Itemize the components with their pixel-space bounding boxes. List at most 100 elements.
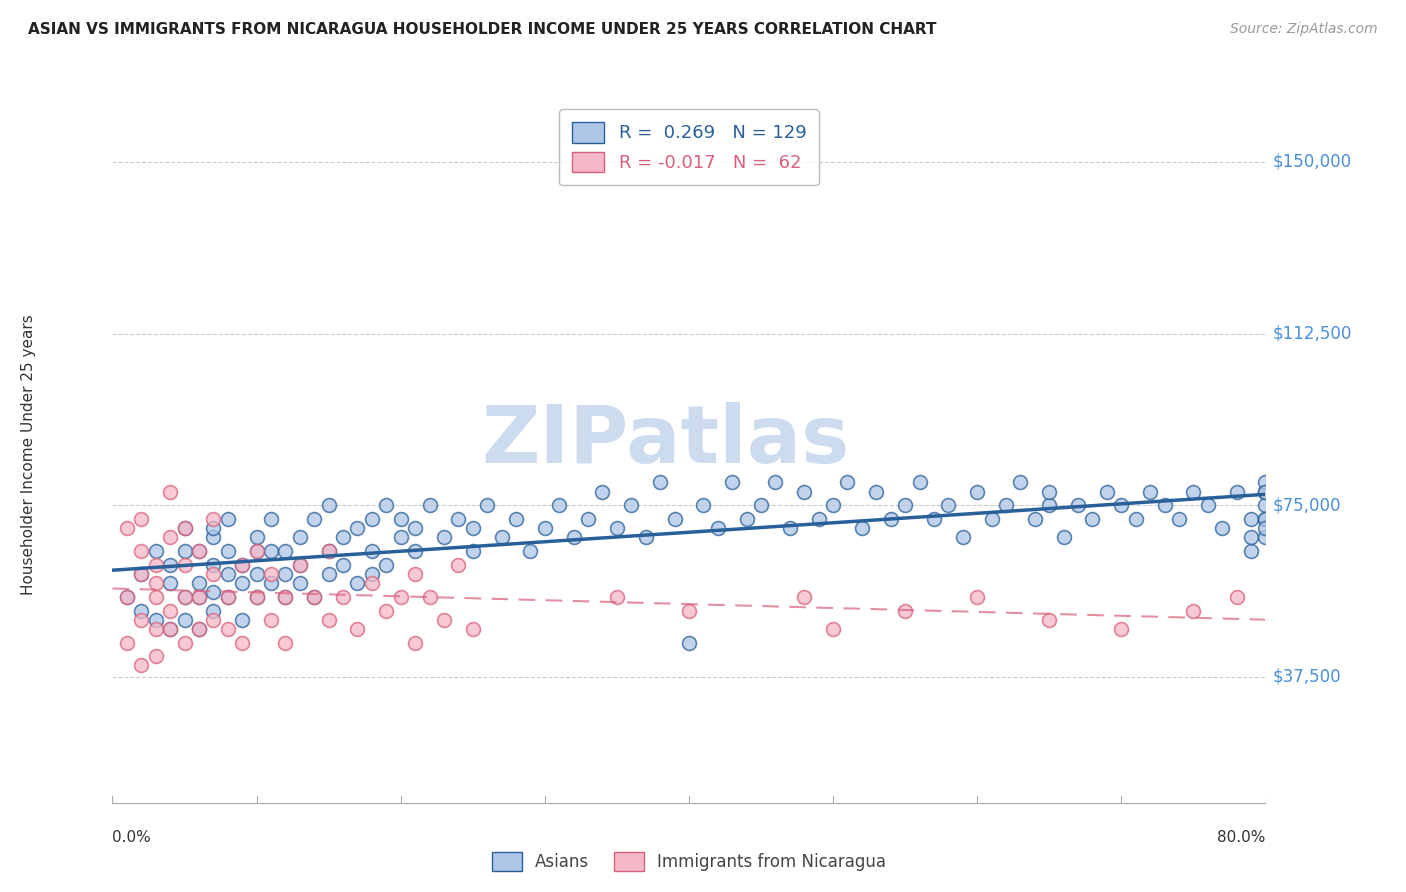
Point (129, 658, 153, 673)
Point (1167, 512, 1189, 526)
Point (274, 566, 297, 581)
Point (188, 622, 211, 636)
Point (346, 521, 368, 535)
Point (1111, 498, 1133, 512)
Point (1153, 498, 1175, 512)
Point (260, 566, 283, 581)
Text: 80.0%: 80.0% (1218, 830, 1265, 845)
Point (1182, 603, 1205, 617)
Point (332, 530, 354, 544)
Text: 0.0%: 0.0% (112, 830, 152, 845)
Point (245, 544, 267, 558)
Point (129, 603, 153, 617)
Point (592, 484, 614, 499)
Point (491, 530, 513, 544)
Point (217, 512, 239, 526)
Point (966, 590, 988, 604)
Point (129, 566, 153, 581)
Point (721, 475, 744, 490)
Text: ZIPatlas: ZIPatlas (482, 402, 851, 480)
Point (505, 512, 527, 526)
Point (620, 498, 643, 512)
Point (576, 512, 599, 526)
Point (159, 558, 181, 572)
Point (145, 558, 167, 572)
Point (217, 590, 239, 604)
Point (173, 590, 195, 604)
Point (461, 544, 484, 558)
Point (419, 590, 441, 604)
Point (202, 558, 225, 572)
Text: $150,000: $150,000 (1272, 153, 1351, 171)
Point (304, 590, 326, 604)
Point (606, 521, 628, 535)
Point (692, 498, 714, 512)
Point (375, 558, 398, 572)
Point (360, 512, 382, 526)
Point (346, 622, 368, 636)
Point (202, 585, 225, 599)
Point (245, 566, 267, 581)
Point (419, 498, 441, 512)
Point (188, 544, 211, 558)
Point (360, 566, 382, 581)
Point (980, 512, 1002, 526)
Point (202, 521, 225, 535)
Point (231, 613, 253, 627)
Point (922, 512, 945, 526)
Point (202, 566, 225, 581)
Point (1254, 484, 1277, 499)
Point (1254, 475, 1277, 490)
Point (318, 498, 340, 512)
Point (245, 590, 267, 604)
Point (260, 512, 283, 526)
Point (332, 558, 354, 572)
Point (880, 512, 903, 526)
Point (995, 498, 1018, 512)
Point (288, 576, 311, 591)
Point (1111, 622, 1133, 636)
Point (274, 590, 297, 604)
Point (779, 521, 801, 535)
Point (304, 590, 326, 604)
Point (231, 558, 253, 572)
Point (1240, 544, 1263, 558)
Point (1240, 530, 1263, 544)
Point (145, 576, 167, 591)
Point (318, 613, 340, 627)
Point (202, 530, 225, 544)
Point (389, 512, 412, 526)
Point (115, 590, 138, 604)
Point (1010, 475, 1032, 490)
Point (360, 544, 382, 558)
Point (765, 475, 787, 490)
Point (274, 590, 297, 604)
Point (202, 613, 225, 627)
Point (145, 622, 167, 636)
Point (1182, 484, 1205, 499)
Point (837, 475, 859, 490)
Point (447, 558, 470, 572)
Point (1038, 613, 1060, 627)
Text: $112,500: $112,500 (1272, 325, 1351, 343)
Point (1254, 484, 1277, 499)
Point (188, 544, 211, 558)
Point (461, 521, 484, 535)
Point (145, 544, 167, 558)
Point (173, 521, 195, 535)
Point (173, 613, 195, 627)
Legend: Asians, Immigrants from Nicaragua: Asians, Immigrants from Nicaragua (485, 846, 893, 878)
Point (894, 603, 917, 617)
Point (202, 603, 225, 617)
Point (231, 576, 253, 591)
Point (173, 558, 195, 572)
Point (115, 521, 138, 535)
Point (1226, 590, 1249, 604)
Point (1139, 484, 1161, 499)
Point (404, 566, 426, 581)
Point (1211, 521, 1233, 535)
Point (1081, 512, 1104, 526)
Point (129, 566, 153, 581)
Text: Source: ZipAtlas.com: Source: ZipAtlas.com (1230, 22, 1378, 37)
Point (1052, 530, 1074, 544)
